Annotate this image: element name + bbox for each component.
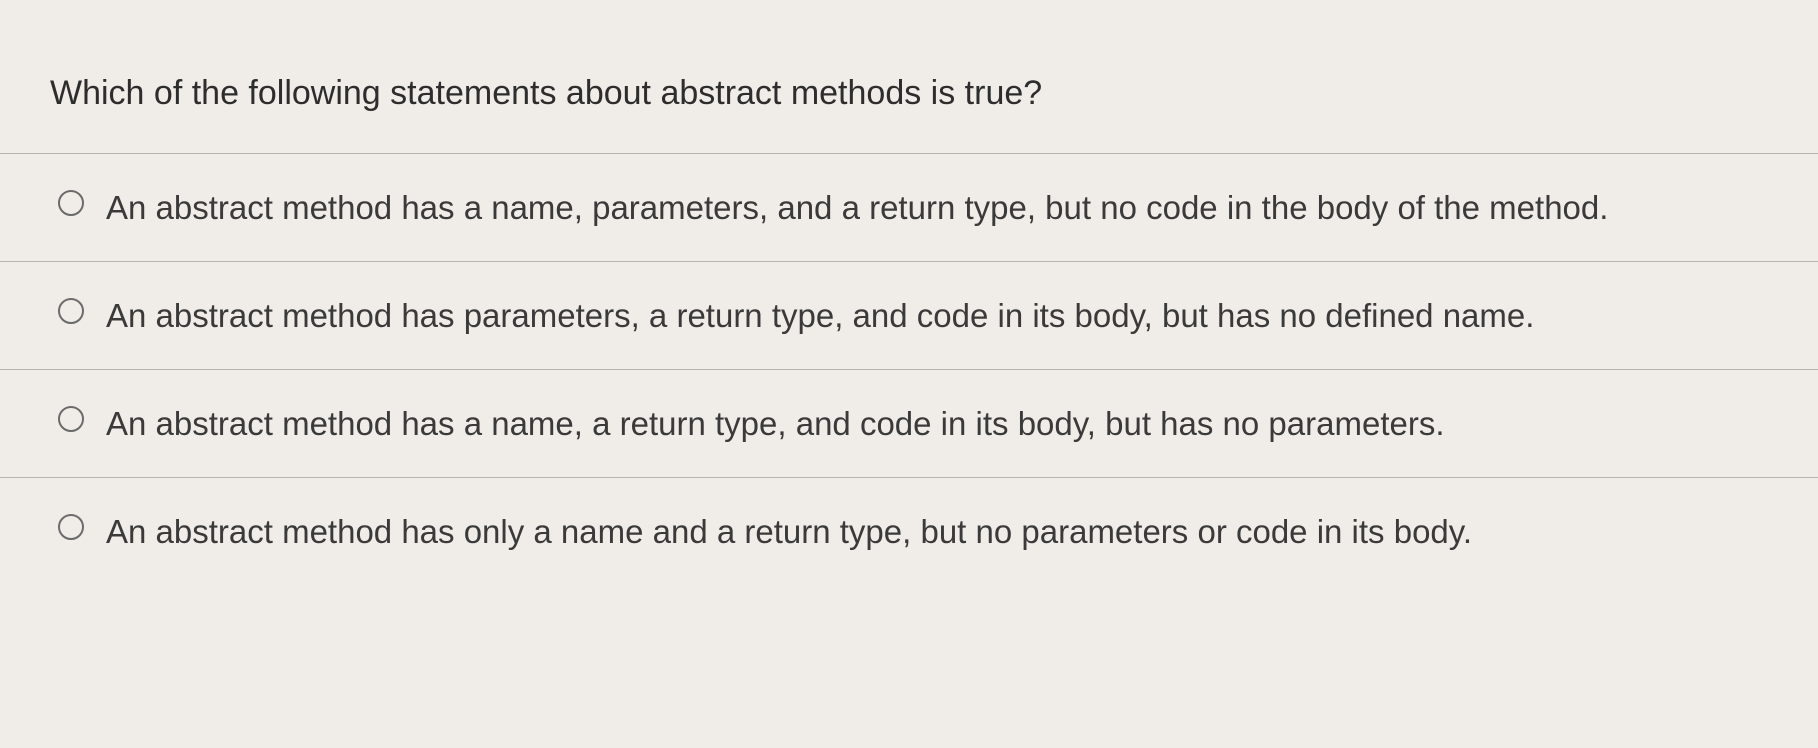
radio-icon[interactable] [58, 190, 84, 216]
option-label: An abstract method has only a name and a… [106, 506, 1472, 557]
question-block: Which of the following statements about … [0, 0, 1818, 154]
option-row-4[interactable]: An abstract method has only a name and a… [0, 478, 1818, 585]
option-label: An abstract method has parameters, a ret… [106, 290, 1534, 341]
option-row-2[interactable]: An abstract method has parameters, a ret… [0, 262, 1818, 370]
radio-icon[interactable] [58, 406, 84, 432]
option-row-3[interactable]: An abstract method has a name, a return … [0, 370, 1818, 478]
quiz-container: Which of the following statements about … [0, 0, 1818, 585]
option-label: An abstract method has a name, a return … [106, 398, 1445, 449]
option-label: An abstract method has a name, parameter… [106, 182, 1608, 233]
option-row-1[interactable]: An abstract method has a name, parameter… [0, 154, 1818, 262]
radio-icon[interactable] [58, 298, 84, 324]
radio-icon[interactable] [58, 514, 84, 540]
question-prompt: Which of the following statements about … [50, 70, 1768, 118]
